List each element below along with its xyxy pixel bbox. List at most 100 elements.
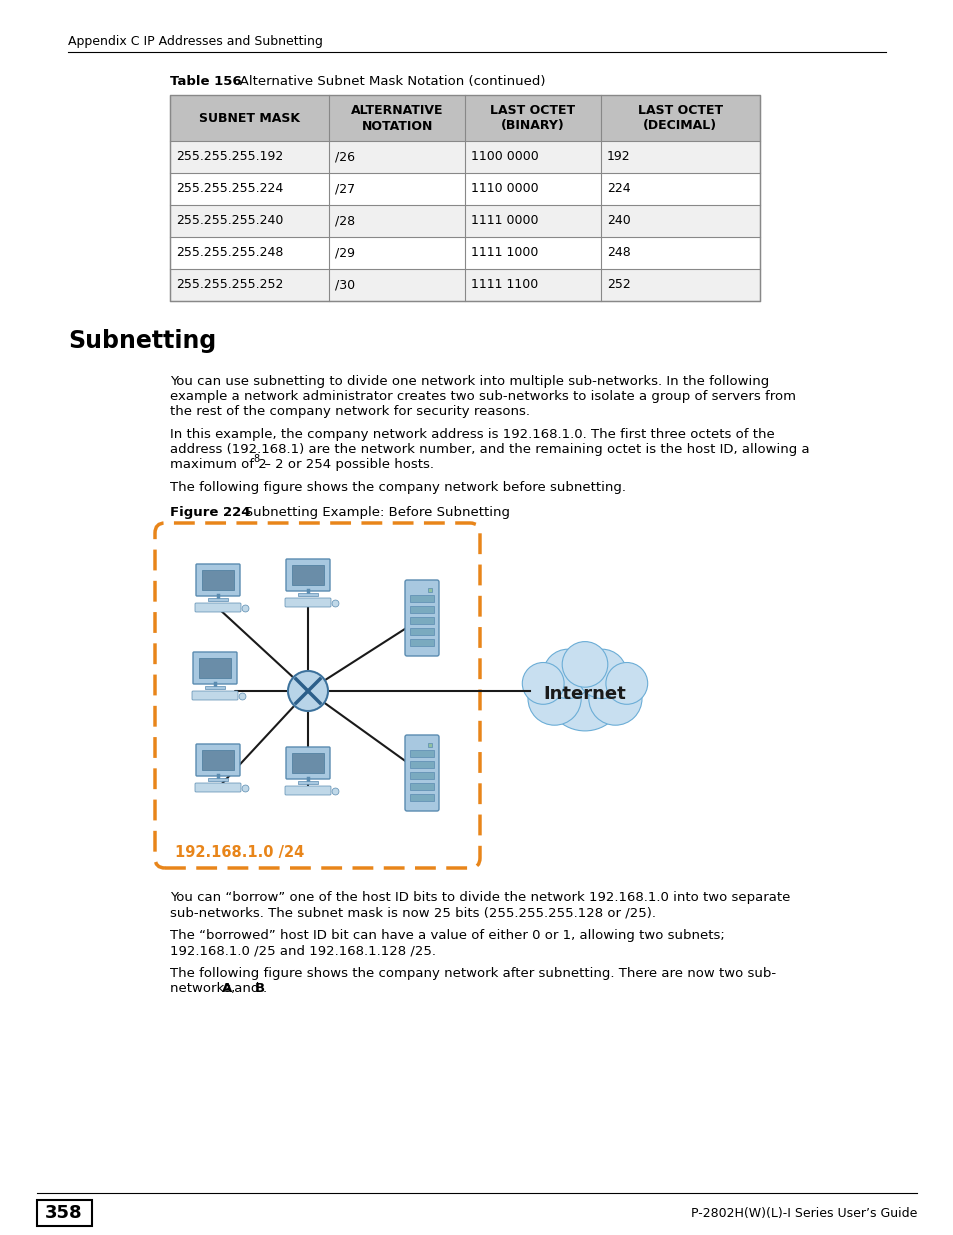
- Circle shape: [288, 671, 328, 711]
- Text: Appendix C IP Addresses and Subnetting: Appendix C IP Addresses and Subnetting: [68, 35, 322, 48]
- Text: LAST OCTET
(DECIMAL): LAST OCTET (DECIMAL): [638, 104, 722, 132]
- Bar: [410, 618, 434, 624]
- Text: You can “borrow” one of the host ID bits to divide the network 192.168.1.0 into : You can “borrow” one of the host ID bits…: [170, 890, 789, 904]
- FancyBboxPatch shape: [405, 735, 438, 811]
- Text: 8: 8: [253, 454, 259, 464]
- Circle shape: [561, 642, 607, 687]
- Text: 255.255.255.224: 255.255.255.224: [175, 183, 283, 195]
- Bar: [410, 783, 434, 790]
- Text: 1111 1100: 1111 1100: [471, 279, 537, 291]
- Bar: [170, 95, 760, 141]
- Text: /30: /30: [335, 279, 355, 291]
- FancyBboxPatch shape: [405, 580, 438, 656]
- Text: You can use subnetting to divide one network into multiple sub-networks. In the : You can use subnetting to divide one net…: [170, 375, 768, 388]
- Text: Subnetting Example: Before Subnetting: Subnetting Example: Before Subnetting: [232, 506, 510, 519]
- Text: ALTERNATIVE
NOTATION: ALTERNATIVE NOTATION: [351, 104, 443, 132]
- Text: the rest of the company network for security reasons.: the rest of the company network for secu…: [170, 405, 530, 417]
- Bar: [37, 1200, 91, 1226]
- Text: 192: 192: [606, 151, 630, 163]
- Text: sub-networks. The subnet mask is now 25 bits (255.255.255.128 or /25).: sub-networks. The subnet mask is now 25 …: [170, 906, 656, 919]
- Text: 224: 224: [606, 183, 630, 195]
- Text: 255.255.255.248: 255.255.255.248: [175, 247, 283, 259]
- Bar: [202, 571, 233, 590]
- Bar: [410, 794, 434, 802]
- Text: SUBNET MASK: SUBNET MASK: [199, 111, 300, 125]
- FancyBboxPatch shape: [194, 603, 241, 613]
- Circle shape: [588, 672, 641, 725]
- Text: 192.168.1.0 /24: 192.168.1.0 /24: [174, 845, 304, 860]
- Text: P-2802H(W)(L)-I Series User’s Guide: P-2802H(W)(L)-I Series User’s Guide: [690, 1207, 916, 1219]
- Text: maximum of 2: maximum of 2: [170, 458, 267, 471]
- Text: 248: 248: [606, 247, 630, 259]
- Bar: [170, 205, 760, 237]
- Text: /26: /26: [335, 151, 355, 163]
- Bar: [292, 564, 324, 585]
- Text: example a network administrator creates two sub-networks to isolate a group of s: example a network administrator creates …: [170, 390, 795, 403]
- Bar: [199, 658, 231, 678]
- Bar: [208, 598, 228, 601]
- Circle shape: [544, 651, 624, 731]
- FancyBboxPatch shape: [192, 692, 237, 700]
- Text: 1110 0000: 1110 0000: [471, 183, 538, 195]
- Bar: [410, 606, 434, 613]
- Text: address (192.168.1) are the network number, and the remaining octet is the host : address (192.168.1) are the network numb…: [170, 443, 809, 456]
- Text: Figure 224: Figure 224: [170, 506, 251, 519]
- FancyBboxPatch shape: [195, 743, 240, 776]
- Bar: [170, 141, 760, 173]
- Bar: [202, 750, 233, 769]
- Circle shape: [521, 662, 563, 704]
- Text: – 2 or 254 possible hosts.: – 2 or 254 possible hosts.: [260, 458, 434, 471]
- Circle shape: [577, 650, 626, 699]
- Bar: [292, 753, 324, 773]
- Text: The “borrowed” host ID bit can have a value of either 0 or 1, allowing two subne: The “borrowed” host ID bit can have a va…: [170, 929, 724, 942]
- Bar: [410, 595, 434, 601]
- Bar: [205, 685, 225, 689]
- FancyBboxPatch shape: [286, 559, 330, 592]
- Bar: [410, 750, 434, 757]
- Bar: [170, 237, 760, 269]
- Text: /27: /27: [335, 183, 355, 195]
- Text: /29: /29: [335, 247, 355, 259]
- Text: B: B: [254, 982, 265, 995]
- Text: Subnetting: Subnetting: [68, 329, 216, 353]
- Bar: [410, 772, 434, 779]
- Text: .: .: [263, 982, 267, 995]
- Text: 1111 1000: 1111 1000: [471, 247, 537, 259]
- FancyBboxPatch shape: [285, 785, 331, 795]
- Text: 1100 0000: 1100 0000: [471, 151, 538, 163]
- Text: 255.255.255.252: 255.255.255.252: [175, 279, 283, 291]
- Bar: [410, 629, 434, 635]
- Bar: [170, 269, 760, 301]
- FancyBboxPatch shape: [195, 564, 240, 597]
- Text: 255.255.255.192: 255.255.255.192: [175, 151, 283, 163]
- Circle shape: [527, 672, 580, 725]
- FancyBboxPatch shape: [286, 747, 330, 779]
- Bar: [410, 638, 434, 646]
- Text: A: A: [222, 982, 232, 995]
- Text: 240: 240: [606, 215, 630, 227]
- Text: Internet: Internet: [543, 685, 626, 703]
- Bar: [208, 778, 228, 781]
- Text: networks,: networks,: [170, 982, 239, 995]
- Circle shape: [605, 662, 647, 704]
- Text: Alternative Subnet Mask Notation (continued): Alternative Subnet Mask Notation (contin…: [227, 75, 545, 88]
- Text: 255.255.255.240: 255.255.255.240: [175, 215, 283, 227]
- FancyBboxPatch shape: [285, 598, 331, 606]
- Text: The following figure shows the company network after subnetting. There are now t: The following figure shows the company n…: [170, 967, 776, 981]
- Text: /28: /28: [335, 215, 355, 227]
- Bar: [297, 781, 317, 784]
- FancyBboxPatch shape: [194, 783, 241, 792]
- Bar: [170, 95, 760, 301]
- Text: LAST OCTET
(BINARY): LAST OCTET (BINARY): [490, 104, 575, 132]
- Text: 252: 252: [606, 279, 630, 291]
- Bar: [297, 593, 317, 597]
- Text: Table 156: Table 156: [170, 75, 241, 88]
- Text: 1111 0000: 1111 0000: [471, 215, 537, 227]
- Text: and: and: [230, 982, 263, 995]
- Text: 192.168.1.0 /25 and 192.168.1.128 /25.: 192.168.1.0 /25 and 192.168.1.128 /25.: [170, 944, 436, 957]
- Bar: [170, 173, 760, 205]
- Circle shape: [542, 650, 592, 699]
- FancyBboxPatch shape: [193, 652, 236, 684]
- Text: In this example, the company network address is 192.168.1.0. The first three oct: In this example, the company network add…: [170, 429, 774, 441]
- Bar: [410, 761, 434, 768]
